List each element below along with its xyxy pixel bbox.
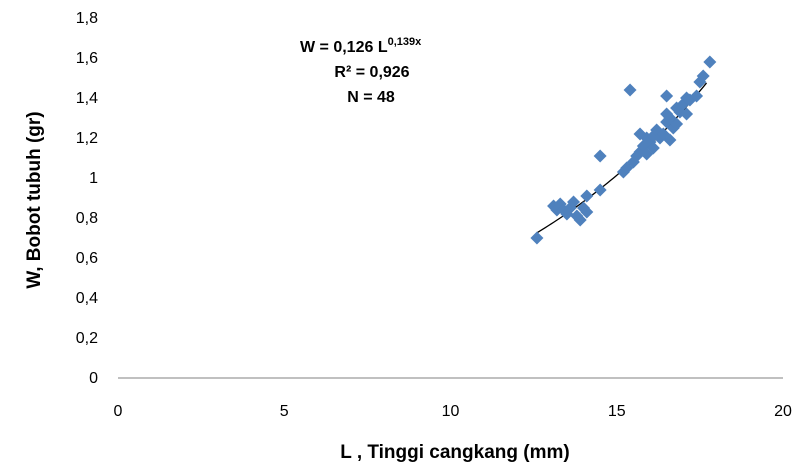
data-point [623,83,637,97]
data-point [696,69,710,83]
y-tick-label: 1,8 [76,10,98,27]
x-tick-labels: 0 5 10 15 20 [114,403,792,420]
x-tick-label: 5 [280,403,289,420]
data-point [567,195,581,209]
y-tick-label: 0,4 [76,290,98,307]
data-point [663,133,677,147]
equation-main: W = 0,126 L [300,39,388,56]
x-tick-label: 10 [442,403,460,420]
data-point [670,117,684,131]
x-tick-label: 15 [608,403,626,420]
y-tick-label: 1,6 [76,50,98,67]
data-point [580,189,594,203]
data-point [660,89,674,103]
n-label: N = 48 [347,89,395,106]
y-tick-label: 1,4 [76,90,98,107]
y-tick-label: 1,2 [76,130,98,147]
y-tick-labels: 0 0,2 0,4 0,6 0,8 1 1,2 1,4 1,6 1,8 [76,10,98,387]
y-tick-label: 0,6 [76,250,98,267]
data-point [593,183,607,197]
y-tick-label: 1 [89,170,98,187]
x-tick-label: 0 [114,403,123,420]
data-point [646,141,660,155]
data-point [690,89,704,103]
svg-text:W = 0,126 L0,139x: W = 0,126 L0,139x [300,36,422,56]
data-point [580,205,594,219]
data-point [593,149,607,163]
data-point [680,107,694,121]
x-tick-label: 20 [774,403,792,420]
y-axis-label: W, Bobot tubuh (gr) [24,111,45,288]
data-points [530,55,717,245]
data-point [703,55,717,69]
data-point [530,231,544,245]
y-tick-label: 0,8 [76,210,98,227]
y-tick-label: 0,2 [76,330,98,347]
equation-exponent: 0,139x [388,36,423,48]
data-point [573,213,587,227]
x-axis-label: L , Tinggi cangkang (mm) [340,442,569,463]
r-squared-label: R² = 0,926 [334,64,409,81]
y-tick-label: 0 [89,370,98,387]
equation-annotation: W = 0,126 L0,139x R² = 0,926 N = 48 [300,36,422,106]
